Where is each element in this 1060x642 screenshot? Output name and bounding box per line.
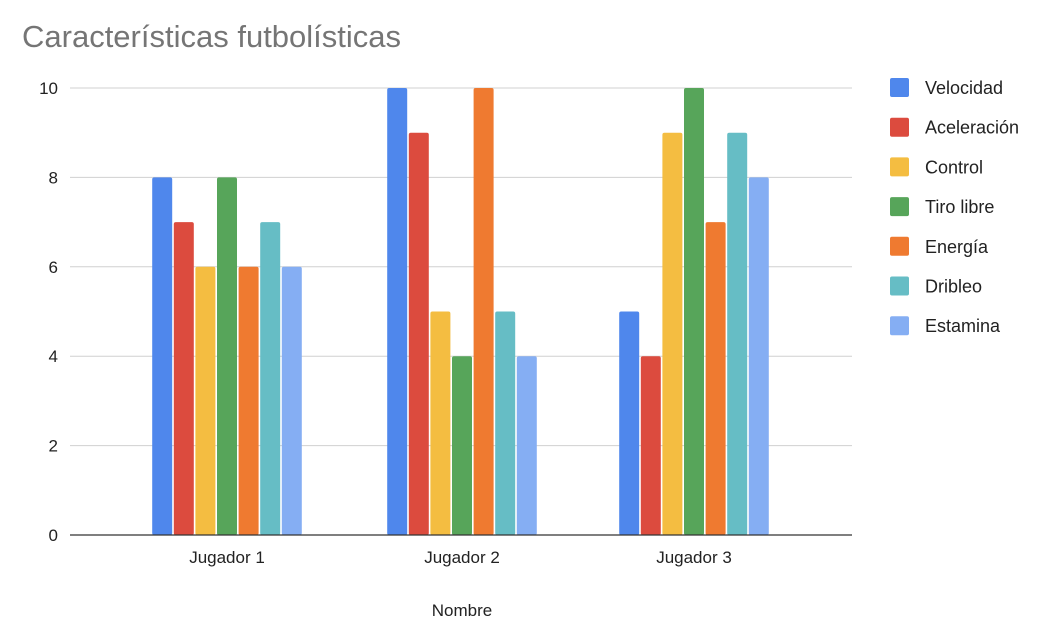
bar-tiro-libre-2 — [452, 356, 472, 535]
bar-energía-1 — [238, 266, 259, 535]
bar-estamina-2 — [516, 356, 537, 535]
chart-title: Características futbolísticas — [22, 19, 401, 54]
bar-aceleración-3 — [640, 356, 661, 535]
bar-dribleo-2 — [495, 311, 516, 535]
legend-label: Control — [925, 157, 983, 177]
legend-swatch — [890, 236, 909, 256]
bar-control-2 — [430, 311, 451, 535]
bar-tiro-libre-1 — [217, 177, 237, 535]
bar-estamina-1 — [281, 266, 302, 535]
legend: Velocidad Aceleración Control Tiro libre Ene… — [890, 78, 1019, 336]
legend-swatch — [890, 157, 909, 177]
bars — [152, 88, 769, 535]
legend-swatch — [890, 316, 909, 336]
legend-label: Aceleración — [925, 118, 1019, 138]
bar-aceleración-2 — [408, 132, 429, 535]
bar-estamina-3 — [748, 177, 769, 535]
legend-label: Energía — [925, 237, 989, 257]
y-tick-label: 6 — [49, 258, 58, 277]
y-tick-label: 2 — [49, 437, 58, 456]
x-axis-ticks: Jugador 1 Jugador 2 Jugador 3 — [189, 548, 732, 567]
y-tick-label: 0 — [49, 526, 58, 545]
x-tick-label: Jugador 1 — [189, 548, 265, 567]
bar-velocidad-3 — [619, 311, 640, 535]
legend-swatch — [890, 78, 909, 97]
bar-control-3 — [662, 132, 683, 535]
bar-velocidad-2 — [387, 88, 408, 535]
legend-swatch — [890, 117, 909, 137]
legend-swatch — [890, 197, 909, 217]
bar-control-1 — [195, 266, 216, 535]
bar-dribleo-1 — [260, 222, 281, 535]
bar-aceleración-1 — [173, 222, 194, 535]
bar-energía-2 — [473, 88, 494, 535]
y-axis-ticks: 0 2 4 6 8 10 — [39, 79, 58, 545]
x-tick-label: Jugador 2 — [424, 548, 500, 567]
bar-dribleo-3 — [727, 132, 748, 535]
legend-label: Dribleo — [925, 277, 982, 297]
legend-label: Estamina — [925, 316, 1001, 336]
bar-tiro-libre-3 — [684, 88, 704, 535]
x-axis-label: Nombre — [432, 601, 492, 620]
y-tick-label: 10 — [39, 79, 58, 98]
y-tick-label: 8 — [49, 168, 58, 187]
x-tick-label: Jugador 3 — [656, 548, 732, 567]
legend-label: Velocidad — [925, 78, 1003, 98]
legend-swatch — [890, 276, 909, 296]
y-tick-label: 4 — [49, 347, 58, 366]
legend-label: Tiro libre — [925, 197, 994, 217]
bar-velocidad-1 — [152, 177, 173, 535]
bar-energía-3 — [705, 222, 726, 535]
